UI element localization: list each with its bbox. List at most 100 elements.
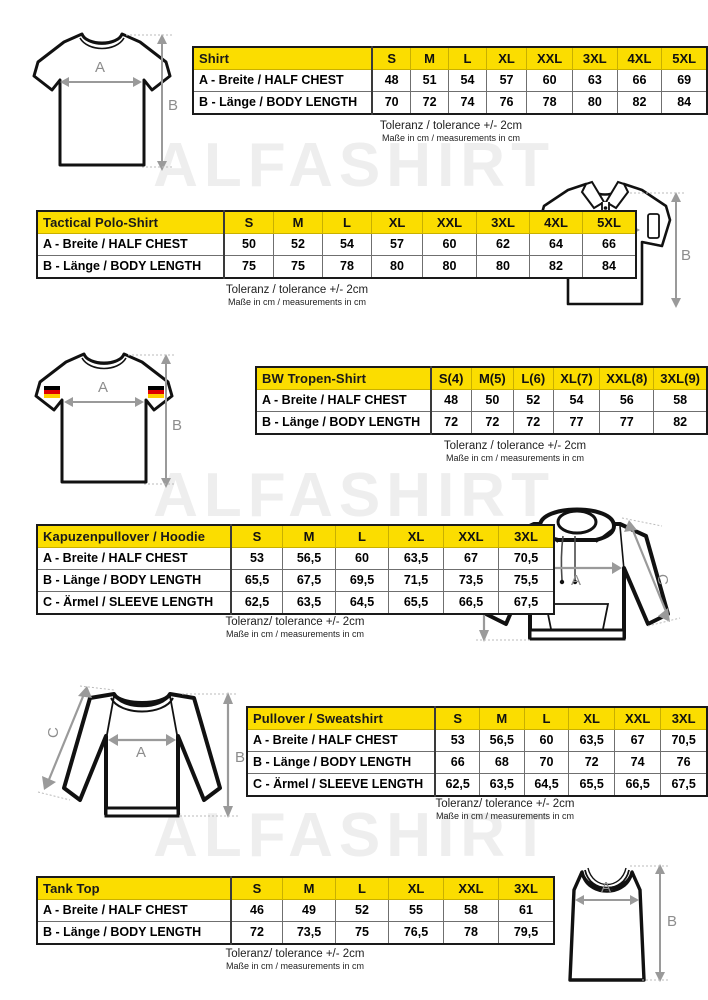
measurements-note: Maße in cm / measurements in cm	[445, 453, 585, 463]
watermark-3: ALFASHIRT	[153, 801, 555, 870]
watermark-1: ALFASHIRT	[153, 131, 555, 200]
row-label: A - Breite / HALF CHEST	[37, 547, 232, 570]
cell: 57	[371, 233, 423, 256]
cell: 72	[230, 921, 283, 944]
col-size: S	[230, 524, 283, 548]
col-size: XL	[568, 706, 616, 730]
col-size: L	[322, 210, 372, 234]
cell: 48	[371, 69, 412, 92]
col-size: XL	[388, 524, 444, 548]
tolerance-note: Toleranz / tolerance +/- 2cm	[443, 440, 587, 452]
cell: 74	[448, 91, 487, 114]
cell: 48	[430, 389, 472, 412]
cell: 72	[430, 411, 472, 434]
table-title: Kapuzenpullover / Hoodie	[37, 524, 232, 548]
cell: 80	[371, 255, 423, 278]
cell: 71,5	[388, 569, 444, 592]
col-size: XXL	[443, 524, 499, 548]
cell: 75	[273, 255, 323, 278]
cell: 50	[470, 389, 514, 412]
cell: 75	[223, 255, 274, 278]
cell: 60	[523, 729, 570, 752]
size-table: BW Tropen-Shirt S(4) M(5) L(6) XL(7) XXL…	[255, 366, 708, 435]
col-size: S	[371, 46, 412, 70]
col-size: XL	[485, 46, 528, 70]
col-size: 3XL	[660, 706, 707, 730]
cell: 70	[371, 91, 412, 114]
row-label: A - Breite / HALF CHEST	[37, 233, 225, 256]
col-size: 5XL	[582, 210, 636, 234]
cell: 72	[410, 91, 450, 114]
note-pullover-sweatshirt: Toleranz/ tolerance +/- 2cm Maße in cm /…	[340, 798, 670, 822]
note-tactical-polo-shirt: Toleranz / tolerance +/- 2cm Maße in cm …	[132, 284, 462, 308]
cell: 80	[422, 255, 477, 278]
cell: 78	[526, 91, 574, 114]
cell: 68	[479, 751, 525, 774]
cell: 75,5	[498, 569, 554, 592]
col-size: XL(7)	[552, 366, 601, 390]
table-row: C - Ärmel / SLEEVE LENGTH 62,5 63,5 64,5…	[37, 591, 554, 614]
cell: 56	[599, 389, 655, 412]
col-size: 4XL	[529, 210, 583, 234]
bw-tropen-shirt-diagram: A B	[22, 342, 192, 492]
table-header-row: Kapuzenpullover / Hoodie S M L XL XXL 3X…	[37, 524, 554, 548]
note-shirt: Toleranz / tolerance +/- 2cm Maße in cm …	[286, 120, 616, 144]
cell: 67,5	[660, 773, 707, 796]
tolerance-note: Toleranz/ tolerance +/- 2cm	[435, 798, 575, 810]
cell: 72	[470, 411, 514, 434]
col-size: XXL	[422, 210, 477, 234]
table-tactical-polo-shirt: Tactical Polo-Shirt S M L XL XXL 3XL 4XL…	[36, 210, 637, 279]
col-size: 3XL	[476, 210, 530, 234]
row-label: B - Länge / BODY LENGTH	[247, 751, 437, 774]
dim-label-c: C	[654, 574, 671, 585]
tolerance-note: Toleranz / tolerance +/- 2cm	[225, 284, 369, 296]
table-row: A - Breite / HALF CHEST 53 56,5 60 63,5 …	[247, 729, 707, 752]
col-size: XXL(8)	[599, 366, 655, 390]
cell: 63,5	[568, 729, 616, 752]
col-size: S	[434, 706, 481, 730]
table-title: Tank Top	[37, 876, 232, 900]
cell: 76	[660, 751, 707, 774]
cell: 60	[422, 233, 477, 256]
cell: 84	[661, 91, 707, 114]
cell: 76	[485, 91, 528, 114]
col-size: M	[282, 524, 336, 548]
table-row: C - Ärmel / SLEEVE LENGTH 62,5 63,5 64,5…	[247, 773, 707, 796]
row-label: A - Breite / HALF CHEST	[37, 899, 232, 922]
col-size: M	[479, 706, 525, 730]
col-size: 3XL	[498, 524, 554, 548]
table-row: B - Länge / BODY LENGTH 66 68 70 72 74 7…	[247, 751, 707, 774]
cell: 54	[552, 389, 601, 412]
table-shirt: Shirt S M L XL XXL 3XL 4XL 5XL A - Breit…	[192, 46, 708, 115]
table-row: A - Breite / HALF CHEST 48 51 54 57 60 6…	[193, 69, 707, 92]
table-header-row: Shirt S M L XL XXL 3XL 4XL 5XL	[193, 46, 707, 70]
col-size: XXL	[526, 46, 574, 70]
cell: 77	[599, 411, 655, 434]
col-size: XL	[388, 876, 444, 900]
cell: 52	[335, 899, 389, 922]
cell: 65,5	[388, 591, 444, 614]
cell: 51	[410, 69, 450, 92]
dim-label-a: A	[98, 379, 108, 396]
cell: 46	[230, 899, 283, 922]
cell: 66	[582, 233, 636, 256]
size-table: Tactical Polo-Shirt S M L XL XXL 3XL 4XL…	[36, 210, 637, 279]
cell: 57	[485, 69, 528, 92]
table-row: A - Breite / HALF CHEST 48 50 52 54 56 5…	[256, 389, 707, 412]
cell: 63,5	[282, 591, 336, 614]
col-size: S(4)	[430, 366, 472, 390]
cell: 74	[614, 751, 662, 774]
table-row: B - Länge / BODY LENGTH 65,5 67,5 69,5 7…	[37, 569, 554, 592]
cell: 67	[614, 729, 662, 752]
col-size: 5XL	[661, 46, 707, 70]
col-size: L	[335, 524, 389, 548]
measurements-note: Maße in cm / measurements in cm	[435, 811, 575, 821]
cell: 65,5	[230, 569, 283, 592]
cell: 72	[568, 751, 616, 774]
cell: 79,5	[498, 921, 554, 944]
t-shirt-diagram: A B	[22, 20, 187, 185]
cell: 76,5	[388, 921, 444, 944]
cell: 66,5	[443, 591, 499, 614]
cell: 72	[512, 411, 554, 434]
cell: 67	[443, 547, 499, 570]
